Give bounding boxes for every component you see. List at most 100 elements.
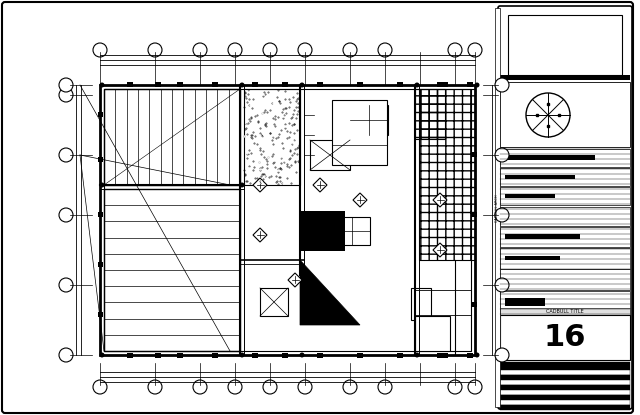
- Bar: [397, 353, 403, 358]
- Polygon shape: [353, 193, 367, 207]
- Circle shape: [239, 83, 244, 88]
- Bar: [500, 82, 630, 147]
- Bar: [155, 82, 161, 87]
- FancyBboxPatch shape: [2, 2, 633, 413]
- Text: 16: 16: [544, 324, 586, 352]
- Circle shape: [300, 83, 305, 88]
- Bar: [332, 100, 387, 165]
- Bar: [472, 152, 477, 157]
- Polygon shape: [288, 273, 302, 287]
- Bar: [500, 370, 630, 375]
- Circle shape: [298, 43, 312, 57]
- Bar: [317, 353, 323, 358]
- Circle shape: [495, 78, 509, 92]
- Bar: [495, 8, 500, 407]
- Bar: [177, 82, 183, 87]
- Bar: [505, 175, 575, 179]
- Bar: [505, 256, 560, 260]
- Bar: [411, 288, 431, 320]
- Circle shape: [415, 83, 419, 88]
- Circle shape: [378, 380, 392, 394]
- Bar: [357, 82, 363, 87]
- Polygon shape: [253, 228, 267, 242]
- Circle shape: [239, 352, 244, 357]
- Circle shape: [495, 278, 509, 292]
- Bar: [500, 390, 630, 395]
- Circle shape: [343, 43, 357, 57]
- Circle shape: [474, 352, 479, 357]
- Circle shape: [228, 380, 242, 394]
- Bar: [127, 353, 133, 358]
- Circle shape: [59, 78, 73, 92]
- Bar: [500, 291, 630, 313]
- Bar: [500, 207, 630, 226]
- Bar: [442, 82, 448, 87]
- Bar: [252, 82, 258, 87]
- Bar: [500, 248, 630, 269]
- Bar: [212, 353, 218, 358]
- Bar: [397, 82, 403, 87]
- Bar: [500, 227, 630, 247]
- Bar: [500, 395, 630, 400]
- Bar: [500, 75, 630, 80]
- Circle shape: [526, 93, 570, 137]
- Circle shape: [193, 43, 207, 57]
- Bar: [350, 105, 388, 135]
- Bar: [98, 112, 103, 117]
- Circle shape: [448, 380, 462, 394]
- Bar: [357, 353, 363, 358]
- Circle shape: [415, 352, 419, 357]
- Circle shape: [263, 43, 277, 57]
- Bar: [472, 302, 477, 307]
- Circle shape: [300, 352, 305, 357]
- Circle shape: [99, 352, 104, 357]
- Bar: [260, 288, 288, 316]
- Circle shape: [378, 43, 392, 57]
- Bar: [282, 353, 288, 358]
- Bar: [500, 314, 630, 337]
- Bar: [500, 149, 630, 167]
- Bar: [415, 89, 445, 139]
- Bar: [300, 211, 345, 251]
- Bar: [104, 189, 240, 351]
- Circle shape: [93, 43, 107, 57]
- Bar: [104, 89, 240, 185]
- Circle shape: [99, 183, 104, 188]
- Bar: [500, 168, 630, 186]
- Text: CADBULL TITLE: CADBULL TITLE: [546, 309, 584, 314]
- Bar: [467, 82, 473, 87]
- Bar: [508, 15, 622, 75]
- Bar: [104, 89, 471, 351]
- Bar: [472, 212, 477, 217]
- Circle shape: [99, 83, 104, 88]
- Text: CADBULL ARCH: CADBULL ARCH: [495, 194, 499, 222]
- Bar: [100, 85, 475, 355]
- Polygon shape: [433, 193, 447, 207]
- Circle shape: [468, 43, 482, 57]
- Bar: [500, 385, 630, 390]
- Bar: [500, 187, 630, 205]
- Circle shape: [263, 380, 277, 394]
- Bar: [500, 380, 630, 385]
- Circle shape: [59, 348, 73, 362]
- Bar: [98, 212, 103, 217]
- Circle shape: [148, 380, 162, 394]
- Bar: [335, 217, 370, 245]
- Bar: [437, 82, 443, 87]
- Bar: [212, 82, 218, 87]
- Polygon shape: [253, 178, 267, 192]
- Circle shape: [495, 208, 509, 222]
- Polygon shape: [313, 178, 327, 192]
- Bar: [500, 362, 630, 370]
- Polygon shape: [300, 260, 360, 325]
- Circle shape: [495, 148, 509, 162]
- Circle shape: [193, 380, 207, 394]
- Bar: [442, 353, 448, 358]
- Bar: [98, 312, 103, 317]
- Bar: [419, 89, 475, 260]
- Circle shape: [448, 43, 462, 57]
- Bar: [505, 194, 555, 198]
- Bar: [500, 308, 630, 315]
- Bar: [98, 262, 103, 267]
- Bar: [505, 155, 595, 160]
